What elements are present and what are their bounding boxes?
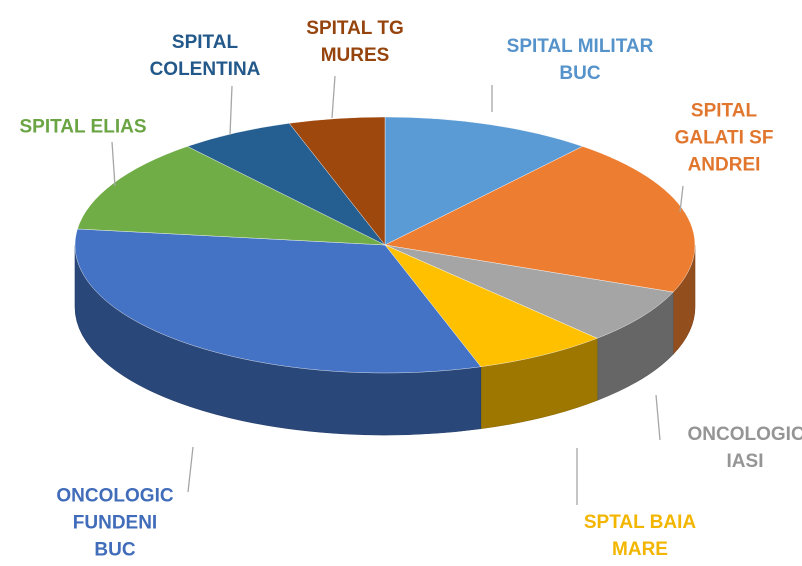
leader-line: [187, 446, 194, 493]
slice: [77, 146, 386, 246]
leader-line: [655, 394, 661, 441]
leader-line: [229, 85, 233, 136]
slice: [74, 228, 482, 374]
slice: [384, 116, 584, 246]
slice-label: SPITAL ELIAS: [19, 116, 147, 138]
leader-line: [331, 75, 336, 119]
slice-label: SPITAL GALATI SF ANDREI: [674, 100, 774, 176]
slice: [384, 146, 696, 293]
slice-label: ONCOLOGIC IASI: [687, 424, 802, 472]
leader-line: [111, 141, 116, 187]
slice-label: SPTAL BAIA MARE: [583, 512, 697, 560]
slice: [288, 116, 386, 246]
slice-label: SPITAL MILITAR BUC: [506, 36, 654, 84]
pie-tops: [74, 116, 696, 374]
slice-label: SPITAL COLENTINA: [149, 32, 261, 80]
slice-label: SPITAL TG MURES: [306, 18, 404, 66]
slice-label: ONCOLOGIC FUNDENI BUC: [56, 485, 174, 561]
leader-line: [679, 185, 684, 213]
slice: [384, 244, 598, 367]
pie-sides: [74, 244, 696, 436]
leader-lines: [111, 75, 684, 505]
slice: [384, 244, 674, 339]
